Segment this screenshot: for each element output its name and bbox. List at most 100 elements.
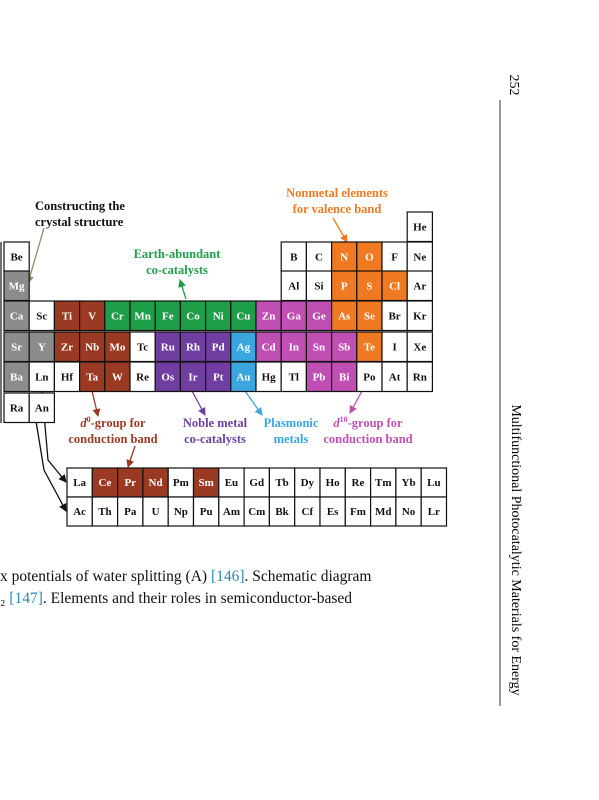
citation-link[interactable]: [147] <box>9 590 43 607</box>
element-symbol: Sn <box>313 341 325 353</box>
element-cell <box>230 331 257 363</box>
element-symbol: Xe <box>413 341 426 353</box>
caption-line: ₂ [147]. Elements and their roles in sem… <box>0 590 352 608</box>
element-symbol: Cf <box>302 506 314 518</box>
element-symbol: Am <box>223 506 240 518</box>
element-symbol: Zn <box>262 310 275 322</box>
element-cell <box>356 300 383 332</box>
annotation: d10-group for <box>333 415 403 430</box>
element-symbol: No <box>402 506 416 518</box>
element-symbol: Ho <box>326 477 341 489</box>
element-cell <box>142 467 169 498</box>
element-cell <box>420 467 448 498</box>
element-symbol: Nd <box>149 477 163 489</box>
element-symbol: N <box>340 251 348 263</box>
running-head: Multifunctional Photocatalytic Materials… <box>508 404 523 695</box>
element-symbol: Rh <box>186 341 200 353</box>
element-symbol: Pm <box>173 477 189 489</box>
element-symbol: Pb <box>313 371 326 383</box>
element-symbol: Md <box>375 506 392 518</box>
element-symbol: Cl <box>389 280 400 292</box>
element-symbol: Pu <box>200 506 213 518</box>
element-symbol: Rn <box>413 371 427 383</box>
arrow <box>349 390 363 414</box>
element-symbol: Mo <box>109 341 125 353</box>
element-symbol: F <box>391 251 398 263</box>
element-symbol: Ti <box>62 310 72 322</box>
element-cell <box>3 392 30 424</box>
element-symbol: Ra <box>10 402 24 414</box>
element-symbol: Cr <box>111 310 124 322</box>
element-cell <box>53 300 81 332</box>
annotation: Constructing the <box>35 199 125 213</box>
element-symbol: Y <box>38 341 46 353</box>
element-symbol: At <box>389 371 401 383</box>
element-symbol: Tb <box>275 477 288 489</box>
element-cell <box>280 270 308 302</box>
element-symbol: Cu <box>236 310 250 322</box>
element-symbol: S <box>366 280 372 292</box>
element-symbol: Zr <box>61 341 73 353</box>
element-cell <box>28 300 56 332</box>
element-cell <box>129 331 156 363</box>
annotation: Nonmetal elements <box>286 186 388 200</box>
element-symbol: Kr <box>413 310 427 322</box>
element-cell <box>104 300 131 332</box>
annotation: Noble metal <box>183 416 248 430</box>
element-cell <box>406 211 434 243</box>
citation-link[interactable]: [146] <box>210 568 245 585</box>
element-cell <box>3 270 30 302</box>
element-symbol: Hf <box>61 371 74 383</box>
element-cell <box>331 331 358 363</box>
arrow <box>332 217 348 243</box>
element-symbol: Mg <box>9 280 25 292</box>
annotation: Earth-abundant <box>134 247 222 261</box>
element-symbol: P <box>341 280 348 292</box>
annotation-italic: d <box>333 416 340 430</box>
element-symbol: Pr <box>124 477 136 489</box>
element-cell <box>28 392 56 424</box>
element-symbol: Tl <box>289 371 299 383</box>
element-cell <box>3 331 30 363</box>
element-symbol: Ir <box>188 371 197 383</box>
element-cell <box>3 300 30 332</box>
element-cell <box>28 361 56 393</box>
arrow <box>244 390 263 416</box>
element-symbol: Os <box>161 371 175 383</box>
element-symbol: Lr <box>428 506 440 518</box>
element-symbol: Tm <box>375 477 392 489</box>
element-symbol: Ba <box>10 371 23 383</box>
element-symbol: Mn <box>134 310 151 322</box>
element-cell <box>344 496 372 527</box>
element-cell <box>218 467 245 498</box>
element-symbol: Yb <box>402 477 416 489</box>
arrow <box>191 390 206 416</box>
arrow <box>91 390 101 417</box>
arrow <box>178 279 187 300</box>
element-symbol: Ag <box>237 341 251 353</box>
element-symbol: Ga <box>287 310 302 322</box>
arrow <box>126 445 136 468</box>
element-symbol: V <box>88 310 96 322</box>
element-symbol: An <box>35 402 49 414</box>
element-cell <box>280 361 308 393</box>
element-symbol: Ce <box>99 477 112 489</box>
element-symbol: La <box>73 477 86 489</box>
element-symbol: Br <box>388 310 400 322</box>
element-cell <box>167 467 195 498</box>
element-symbol: Pa <box>124 506 137 518</box>
element-symbol: Pd <box>212 341 225 353</box>
element-symbol: I <box>392 341 396 353</box>
element-cell <box>3 361 30 393</box>
element-cell <box>205 300 232 332</box>
annotation: for valence band <box>293 202 382 216</box>
element-cell <box>243 467 271 498</box>
element-symbol: Bk <box>275 506 289 518</box>
element-symbol: C <box>315 251 323 263</box>
element-cell <box>319 496 346 527</box>
annotation-text: -group for <box>91 416 146 430</box>
element-cell <box>381 300 408 332</box>
element-symbol: Au <box>236 371 250 383</box>
element-symbol: Ni <box>213 310 224 322</box>
